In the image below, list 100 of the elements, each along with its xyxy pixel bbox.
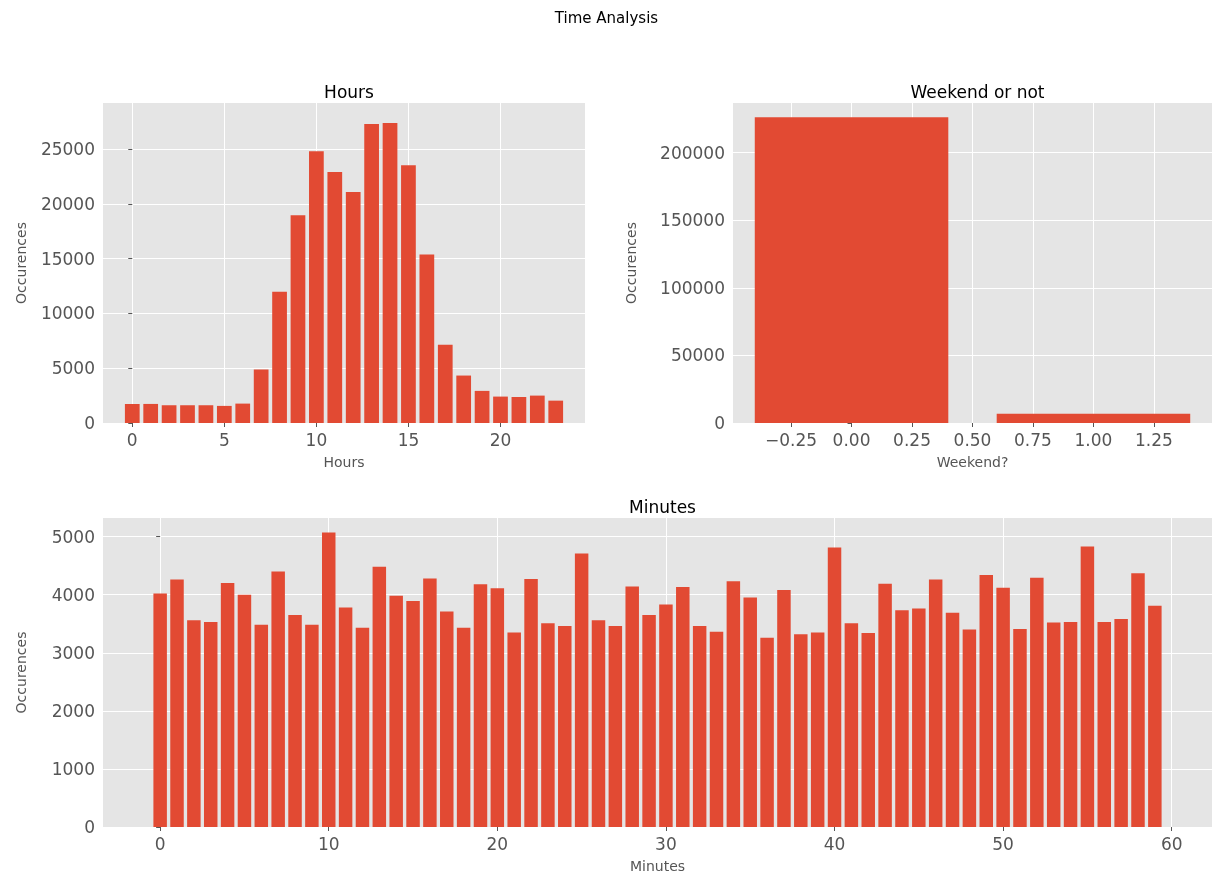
bar	[490, 588, 505, 827]
bar	[235, 403, 251, 423]
bar	[558, 626, 572, 827]
bar	[309, 151, 324, 423]
x-axis-title: Minutes	[629, 858, 686, 874]
bar	[625, 586, 639, 827]
bar	[1114, 619, 1128, 827]
x-tick-label: 40	[823, 833, 846, 854]
bar	[574, 553, 589, 827]
bar	[541, 623, 555, 827]
y-tick-label: 50000	[670, 345, 725, 366]
y-tick-label: 0	[84, 817, 95, 837]
y-tick-label: 200000	[660, 142, 725, 163]
bar	[529, 395, 545, 423]
bar	[861, 633, 875, 827]
bar	[1063, 621, 1078, 827]
bar	[760, 637, 774, 827]
y-tick-label: 25000	[40, 139, 95, 160]
bar	[288, 615, 302, 827]
bar	[170, 579, 184, 827]
x-tick-label: 20	[489, 429, 512, 450]
bar	[895, 610, 909, 827]
bar	[305, 624, 319, 827]
bar	[290, 215, 306, 423]
bar	[1046, 622, 1061, 827]
bar	[327, 172, 343, 423]
bar	[659, 604, 673, 827]
bar	[143, 403, 159, 423]
y-tick-label: 1000	[51, 758, 95, 779]
bar	[945, 612, 960, 827]
x-axis-title: Hours	[323, 454, 365, 470]
bar	[355, 627, 370, 827]
bar	[253, 369, 269, 423]
bar	[437, 344, 453, 423]
bar	[777, 590, 791, 827]
y-tick-label: 10000	[40, 303, 95, 324]
bar	[979, 574, 993, 827]
bar	[1131, 573, 1145, 827]
bar	[198, 405, 214, 423]
bar	[726, 581, 741, 827]
y-tick-label: 5000	[51, 526, 95, 547]
bar	[338, 607, 353, 827]
bar	[1097, 621, 1112, 827]
y-axis-title: Occurences	[13, 222, 29, 304]
bar	[440, 611, 454, 827]
x-tick-label: 0	[154, 833, 166, 854]
bar	[271, 571, 285, 827]
y-tick-label: 0	[714, 413, 725, 433]
y-axis-title: Occurences	[13, 631, 29, 714]
y-tick-label: 15000	[40, 248, 95, 269]
chart-title: Minutes	[629, 496, 697, 517]
y-tick-label: 3000	[51, 642, 95, 663]
x-tick-label: 0.75	[1014, 429, 1052, 450]
x-tick-label: −0.25	[765, 429, 818, 450]
text: Time Analysis	[553, 9, 660, 27]
bar	[743, 597, 757, 827]
bar	[676, 587, 690, 827]
bar	[473, 584, 488, 827]
bar	[161, 405, 177, 423]
y-tick-label: 100000	[660, 277, 725, 298]
bar	[1013, 628, 1027, 827]
bar	[591, 620, 606, 827]
x-tick-label: 10	[317, 833, 340, 854]
y-axis-title: Occurences	[623, 222, 639, 304]
y-tick-label: 4000	[51, 584, 95, 605]
bar	[493, 396, 508, 423]
x-tick-label: 50	[992, 833, 1014, 854]
x-tick-label: 0.25	[893, 429, 931, 450]
x-tick-label: 5	[218, 429, 230, 450]
x-tick-label: 60	[1160, 833, 1183, 854]
bar	[962, 629, 977, 827]
bar	[372, 566, 387, 827]
bar	[345, 192, 361, 423]
x-tick-label: 0.50	[953, 429, 992, 450]
x-axis-title: Weekend?	[936, 454, 1009, 470]
bar	[203, 621, 218, 827]
bar	[524, 578, 538, 827]
x-tick-label: 10	[305, 429, 328, 450]
bar	[456, 375, 472, 423]
bar	[507, 632, 521, 827]
chart-title: Hours	[324, 81, 375, 102]
x-tick-label: 30	[655, 833, 677, 854]
bar	[124, 403, 140, 423]
x-tick-label: 20	[486, 833, 509, 854]
x-tick-label: 15	[397, 429, 420, 450]
bar	[272, 291, 287, 423]
bar	[237, 594, 252, 827]
bar	[608, 626, 623, 827]
bar	[511, 396, 527, 423]
bar	[878, 583, 892, 827]
bar	[401, 165, 416, 423]
bar	[322, 532, 336, 827]
y-tick-label: 5000	[51, 358, 95, 379]
x-tick-label: 0	[126, 429, 138, 450]
bar	[1080, 546, 1095, 827]
chart-title: Weekend or not	[910, 81, 1045, 102]
bar	[912, 608, 926, 827]
bar	[423, 578, 437, 827]
bar	[406, 601, 420, 827]
bar	[1030, 577, 1044, 827]
